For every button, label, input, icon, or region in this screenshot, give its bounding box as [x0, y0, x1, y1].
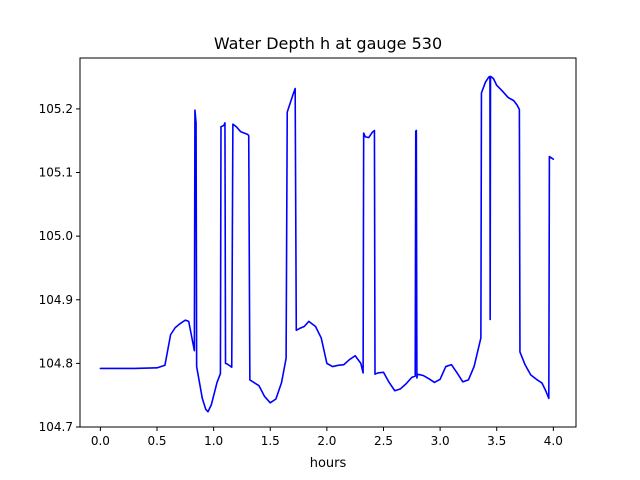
y-tick-label: 104.8 — [39, 356, 73, 370]
water-depth-line — [99, 75, 555, 413]
y-tick-label: 105.2 — [39, 102, 73, 116]
y-tick-label: 104.9 — [39, 293, 73, 307]
x-tick-label: 1.5 — [261, 434, 280, 448]
y-tick-label: 105.1 — [39, 166, 73, 180]
x-tick-label: 3.0 — [431, 434, 450, 448]
x-tick-label: 4.0 — [544, 434, 563, 448]
x-axis-label: hours — [310, 456, 347, 471]
x-tick-label: 1.0 — [204, 434, 223, 448]
x-tick-label: 0.0 — [91, 434, 110, 448]
x-tick-label: 2.5 — [374, 434, 393, 448]
x-tick-label: 3.5 — [487, 434, 506, 448]
y-tick-label: 105.0 — [39, 229, 73, 243]
axes-frame — [79, 57, 577, 428]
x-tick-label: 2.0 — [317, 434, 336, 448]
y-tick-label: 104.7 — [39, 420, 73, 434]
plot-area — [99, 75, 555, 413]
chart-title: Water Depth h at gauge 530 — [214, 34, 442, 53]
y-axis-ticks: 104.7 104.8 104.9 105.0 105.1 105.2 — [39, 102, 80, 434]
x-axis-ticks: 0.0 0.5 1.0 1.5 2.0 2.5 3.0 3.5 4.0 — [91, 427, 563, 448]
x-tick-label: 0.5 — [147, 434, 166, 448]
